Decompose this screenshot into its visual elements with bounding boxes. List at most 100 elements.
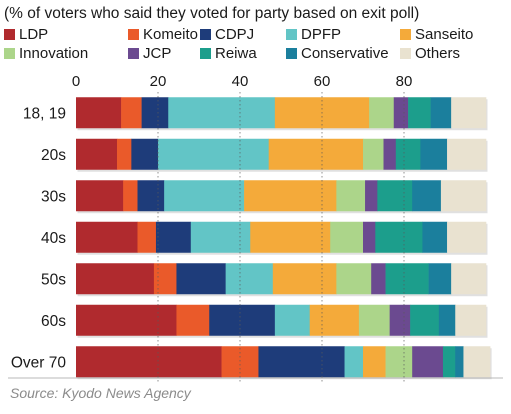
bar-segment-20s-reiwa <box>395 138 421 170</box>
bar-row-40s <box>76 221 488 255</box>
category-label-50s: 50s <box>41 271 66 288</box>
legend-swatch-sanseito <box>400 29 411 40</box>
bar-row-20s <box>76 138 488 172</box>
bar-segment-40s-conservative <box>422 221 448 253</box>
legend-swatch-cdpj <box>200 29 211 40</box>
bar-segment-20s-dpfp <box>158 138 269 170</box>
bar-segment-40s-sanseito <box>250 221 331 253</box>
bar-segment-over-70-reiwa <box>442 346 456 378</box>
bar-segment-60s-jcp <box>389 304 411 336</box>
bar-segment-20s-komeito <box>117 138 132 170</box>
category-label-over-70: Over 70 <box>11 354 67 371</box>
legend-swatch-komeito <box>128 29 139 40</box>
x-tick-label-0: 0 <box>72 73 80 90</box>
bar-segment-40s-komeito <box>137 221 157 253</box>
legend-item-dpfp: DPFP <box>286 26 341 43</box>
x-tick-label-40: 40 <box>232 73 249 90</box>
bar-segment-60s-ldp <box>76 304 177 336</box>
bar-row-18-19 <box>76 97 488 131</box>
bar-segment-30s-others <box>440 180 487 212</box>
legend-label-ldp: LDP <box>19 26 48 43</box>
bar-segment-18-19-dpfp <box>168 97 276 129</box>
source-note: Source: Kyodo News Agency <box>10 385 192 401</box>
bar-segment-50s-sanseito <box>272 263 337 295</box>
category-label-18-19: 18, 19 <box>23 105 66 122</box>
legend-label-jcp: JCP <box>143 45 171 62</box>
bar-segment-over-70-innovation <box>385 346 413 378</box>
legend-label-komeito: Komeito <box>143 26 198 43</box>
bar-segment-30s-jcp <box>365 180 378 212</box>
bar-segment-20s-sanseito <box>268 138 364 170</box>
bar-segment-50s-komeito <box>153 263 177 295</box>
bar-segment-60s-cdpj <box>209 304 276 336</box>
legend-swatch-dpfp <box>286 29 297 40</box>
legend-item-sanseito: Sanseito <box>400 26 473 43</box>
legend-item-reiwa: Reiwa <box>200 45 257 62</box>
bar-row-over-70 <box>76 346 492 380</box>
legend-label-reiwa: Reiwa <box>215 45 257 62</box>
legend-label-sanseito: Sanseito <box>415 26 473 43</box>
legend-item-jcp: JCP <box>128 45 171 62</box>
legend-label-innovation: Innovation <box>19 45 88 62</box>
bar-segment-60s-others <box>455 304 487 336</box>
legend-item-komeito: Komeito <box>128 26 198 43</box>
bar-segment-20s-others <box>447 138 487 170</box>
bar-segment-40s-reiwa <box>375 221 423 253</box>
bar-segment-over-70-dpfp <box>344 346 364 378</box>
bar-segment-20s-innovation <box>363 138 384 170</box>
legend-swatch-ldp <box>4 29 15 40</box>
bar-segment-40s-ldp <box>76 221 138 253</box>
bar-segment-60s-innovation <box>358 304 390 336</box>
bar-segment-50s-dpfp <box>225 263 274 295</box>
category-labels: 18, 19 20s 30s 40s 50s 60s Over 70 <box>11 105 67 371</box>
bar-segment-18-19-conservative <box>430 97 452 129</box>
bar-segment-30s-reiwa <box>377 180 413 212</box>
legend-label-dpfp: DPFP <box>301 26 341 43</box>
category-label-40s: 40s <box>41 230 66 247</box>
category-label-60s: 60s <box>41 313 66 330</box>
legend-label-cdpj: CDPJ <box>215 26 254 43</box>
x-tick-label-20: 20 <box>150 73 167 90</box>
bar-segment-60s-conservative <box>438 304 456 336</box>
bar-row-50s <box>76 263 488 297</box>
bar-segment-50s-conservative <box>428 263 452 295</box>
bar-segment-60s-reiwa <box>410 304 440 336</box>
legend-item-cdpj: CDPJ <box>200 26 254 43</box>
category-label-20s: 20s <box>41 147 66 164</box>
bars <box>76 97 492 380</box>
bar-segment-50s-jcp <box>371 263 386 295</box>
bar-segment-30s-conservative <box>412 180 442 212</box>
bar-segment-50s-others <box>451 263 487 295</box>
bar-row-60s <box>76 304 488 338</box>
legend: LDP Komeito CDPJ DPFP Sanseito Innovation JCP R… <box>4 26 473 62</box>
bar-segment-40s-jcp <box>363 221 376 253</box>
bar-segment-over-70-jcp <box>412 346 444 378</box>
gridlines <box>157 92 405 383</box>
legend-swatch-reiwa <box>200 48 211 59</box>
bar-segment-50s-cdpj <box>176 263 226 295</box>
bar-segment-18-19-others <box>451 97 487 129</box>
bar-segment-18-19-jcp <box>393 97 409 129</box>
bar-segment-18-19-innovation <box>369 97 395 129</box>
x-tick-label-60: 60 <box>314 73 331 90</box>
x-axis-ticks: 0 20 40 60 80 <box>72 73 413 90</box>
bar-segment-30s-cdpj <box>137 180 165 212</box>
bar-segment-50s-innovation <box>336 263 372 295</box>
legend-swatch-conservative <box>286 48 297 59</box>
bar-segment-50s-ldp <box>76 263 155 295</box>
bar-segment-30s-dpfp <box>164 180 245 212</box>
bar-segment-40s-dpfp <box>190 221 251 253</box>
legend-swatch-innovation <box>4 48 15 59</box>
bar-segment-over-70-others <box>463 346 491 378</box>
x-tick-label-80: 80 <box>396 73 413 90</box>
bar-segment-30s-sanseito <box>244 180 337 212</box>
bar-segment-60s-dpfp <box>274 304 310 336</box>
legend-item-ldp: LDP <box>4 26 48 43</box>
bar-segment-18-19-cdpj <box>141 97 169 129</box>
bar-segment-50s-reiwa <box>385 263 429 295</box>
legend-item-others: Others <box>400 45 460 62</box>
bar-segment-18-19-komeito <box>121 97 142 129</box>
bar-segment-18-19-reiwa <box>408 97 431 129</box>
legend-swatch-others <box>400 48 411 59</box>
